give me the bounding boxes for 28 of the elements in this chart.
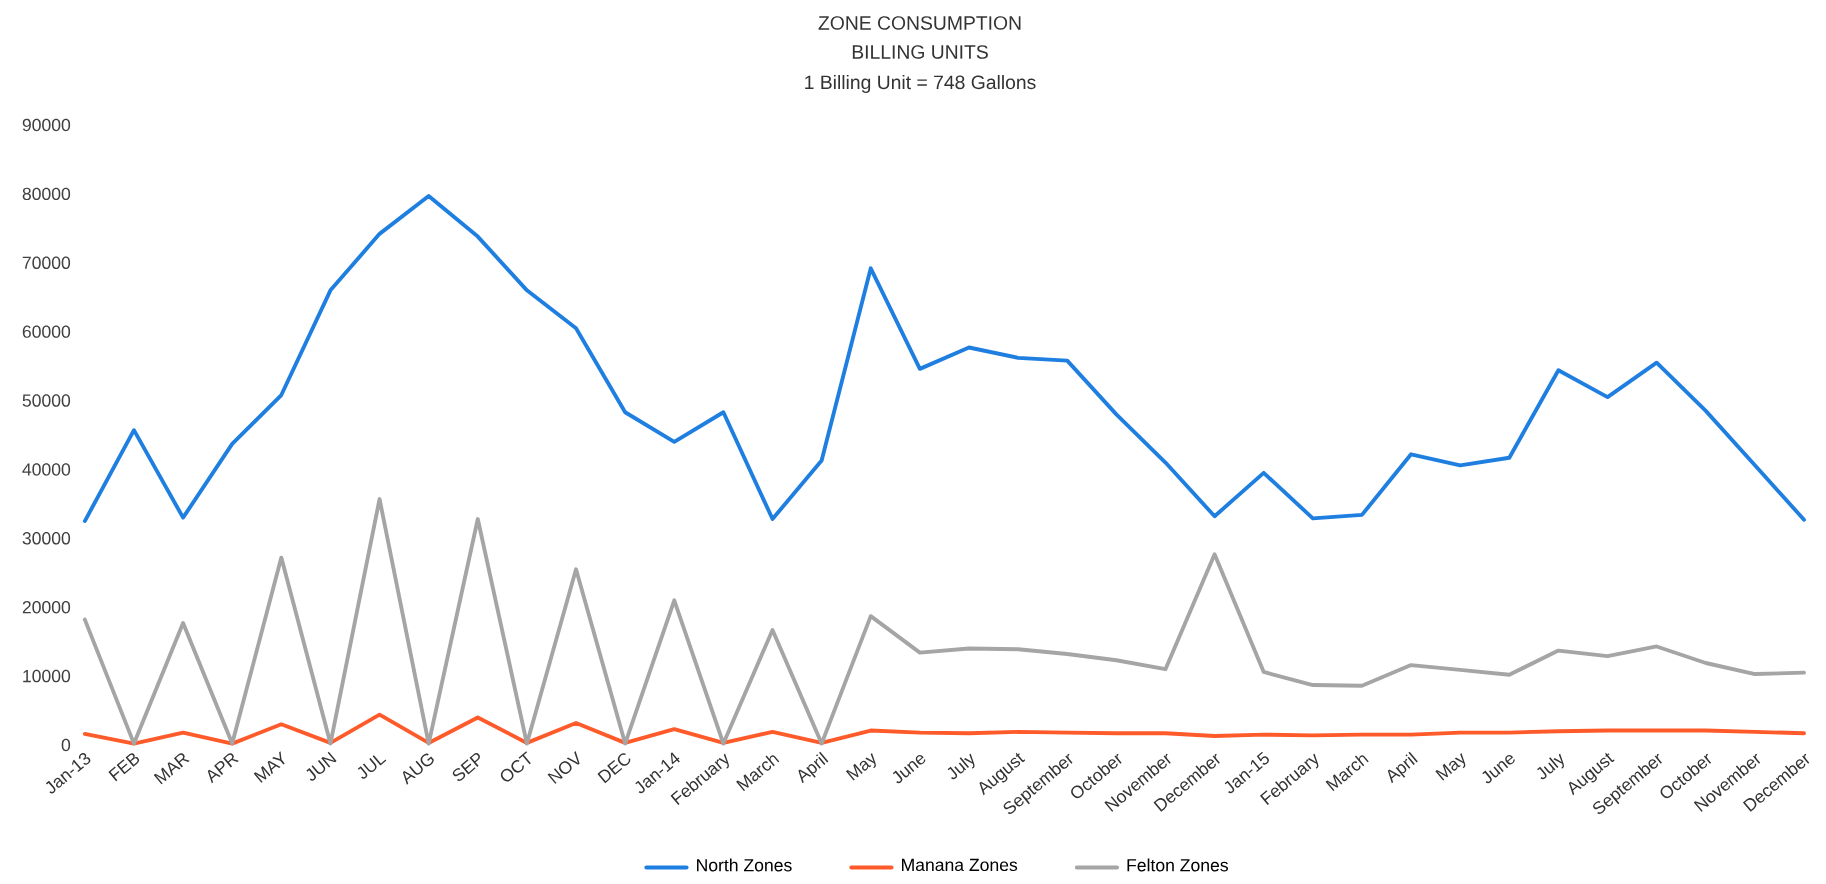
x-tick-label: May — [1435, 753, 1466, 781]
text: 1 Billing Unit = 748 Gallons — [805, 74, 1036, 94]
y-tick-label: 20000 — [22, 600, 71, 614]
legend-label: Felton Zones — [1127, 858, 1228, 872]
y-tick-label: 0 — [61, 738, 71, 752]
x-tick-label: JUN — [306, 751, 337, 781]
legend-label: Manana Zones — [902, 858, 1018, 872]
x-tick-label: June — [892, 754, 926, 784]
legend-label: North Zones — [697, 858, 792, 872]
y-tick-label: 70000 — [22, 256, 71, 270]
x-tick-label: JUL — [357, 755, 387, 779]
y-tick-label: 90000 — [22, 118, 71, 132]
y-tick-label: 50000 — [22, 394, 71, 407]
y-tick-label: 60000 — [22, 325, 71, 338]
y-tick-label: 30000 — [22, 532, 71, 545]
y-tick-label: 80000 — [22, 187, 71, 201]
x-tick-label: July — [947, 753, 975, 780]
y-tick-label: 40000 — [22, 463, 71, 476]
x-tick-label: FEB — [108, 753, 140, 782]
line-series — [82, 194, 1806, 524]
y-tick-label: 10000 — [23, 669, 71, 683]
x-tick-label: July — [1537, 753, 1564, 780]
line-series — [82, 497, 1806, 746]
x-tick-label: June — [1482, 754, 1515, 784]
chart-title: ZONE CONSUMPTION — [818, 16, 1021, 30]
chart-subtitle: BILLING UNITS — [852, 45, 988, 59]
x-tick-label: May — [845, 753, 876, 781]
x-tick-label: SEP — [452, 753, 480, 781]
